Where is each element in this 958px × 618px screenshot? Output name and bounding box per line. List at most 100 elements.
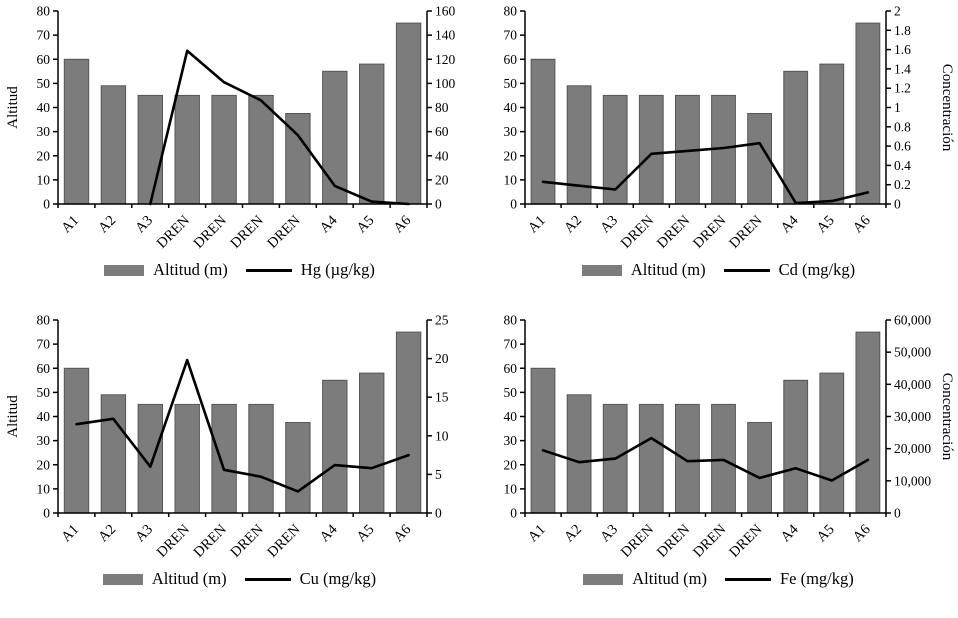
left-tick-label: 30 <box>37 433 51 448</box>
chart-altitud-cd-plot: 0 10 20 30 40 50 60 70 80 0 0.2 0.4 0.6 0.8 1 1.2 1.4 1.6… <box>504 4 956 252</box>
x-category-label: A4 <box>317 521 341 545</box>
legend-fe: Altitud (m) Fe (mg/kg) <box>583 569 854 589</box>
chart-altitud-cd: 0 10 20 30 40 50 60 70 80 0 0.2 0.4 0.6 0.8 1 1.2 1.4 1.6… <box>479 0 958 309</box>
chart-altitud-fe-plot: 0 10 20 30 40 50 60 70 80 0 10,000 20,000 30,000 40,0… <box>504 313 956 561</box>
left-tick-label: 20 <box>37 457 51 472</box>
altitude-bar <box>395 22 422 205</box>
legend-bar-label: Altitud (m) <box>151 569 227 588</box>
right-axis-title: Concentración <box>939 64 955 152</box>
x-category-label: DREN <box>690 521 730 561</box>
x-category-label: DREN <box>264 212 304 252</box>
altitude-bar <box>566 394 592 514</box>
legend-cd: Altitud (m) Cd (mg/kg) <box>581 260 855 280</box>
left-tick-label: 30 <box>504 124 518 139</box>
altitude-bar-swatch <box>104 264 145 276</box>
x-category-label: DREN <box>690 212 730 252</box>
altitude-bar <box>174 403 200 514</box>
x-category-label: A1 <box>525 522 549 546</box>
left-tick-label: 10 <box>504 481 518 496</box>
left-tick-label: 60 <box>37 52 51 67</box>
right-tick-label: 0 <box>435 197 442 212</box>
right-axis-title: Concentración <box>939 373 955 461</box>
altitude-bar <box>819 63 845 205</box>
x-category-label: A6 <box>850 522 874 546</box>
left-tick-label: 20 <box>504 148 518 163</box>
altitude-bar-swatch <box>583 573 624 585</box>
right-tick-label: 5 <box>435 467 442 482</box>
right-tick-label: 1 <box>894 100 901 115</box>
right-tick-label: 100 <box>435 76 456 91</box>
x-category-label: DREN <box>191 212 231 252</box>
x-category-label: A2 <box>95 522 119 546</box>
altitude-bar <box>174 94 200 205</box>
right-tick-label: 25 <box>435 313 449 328</box>
left-tick-label: 60 <box>504 52 518 67</box>
left-tick-label: 60 <box>504 361 518 376</box>
x-category-label: A5 <box>354 213 378 237</box>
x-category-label: A3 <box>132 522 156 546</box>
x-category-label: A1 <box>58 522 82 546</box>
altitude-bar <box>137 403 164 514</box>
altitude-bar <box>530 367 556 514</box>
x-category-label: DREN <box>654 521 694 561</box>
altitude-bar <box>359 63 385 205</box>
left-tick-label: 80 <box>504 4 518 19</box>
x-category-label: A6 <box>391 213 415 237</box>
left-axis-title: Altitud <box>5 86 21 129</box>
cd-line-swatch <box>723 268 770 272</box>
altitude-bar <box>783 379 809 514</box>
right-tick-label: 0.6 <box>894 139 911 154</box>
altitude-bar <box>322 379 348 514</box>
right-tick-label: 15 <box>435 390 449 405</box>
x-category-label: DREN <box>154 212 194 252</box>
altitude-bar <box>137 94 164 205</box>
left-tick-label: 80 <box>504 313 518 328</box>
left-tick-label: 30 <box>504 433 518 448</box>
left-tick-label: 10 <box>504 172 518 187</box>
legend-cu: Altitud (m) Cu (mg/kg) <box>102 569 376 589</box>
right-tick-label: 20,000 <box>894 441 931 456</box>
altitude-bar <box>285 422 311 514</box>
x-category-label: A6 <box>391 522 415 546</box>
right-tick-label: 1.4 <box>894 61 911 76</box>
left-tick-label: 40 <box>37 409 51 424</box>
left-tick-label: 40 <box>504 409 518 424</box>
cu-line-swatch <box>244 577 291 581</box>
left-tick-label: 10 <box>37 172 51 187</box>
right-tick-label: 0 <box>435 506 442 521</box>
x-category-label: A4 <box>317 212 341 236</box>
x-category-label: A3 <box>597 213 621 237</box>
right-tick-label: 1.2 <box>894 81 911 96</box>
left-tick-label: 70 <box>37 337 51 352</box>
left-tick-label: 0 <box>510 506 517 521</box>
chart-altitud-cu: 0 10 20 30 40 50 60 70 80 0 5 10 15 20 25 A1 A2 A3 DREN DRE… <box>0 309 479 618</box>
left-tick-label: 50 <box>504 385 518 400</box>
altitude-bar-swatch <box>102 573 143 585</box>
altitude-bar <box>855 22 881 205</box>
right-tick-label: 160 <box>435 4 456 19</box>
left-tick-label: 60 <box>37 361 51 376</box>
chart-altitud-hg: 0 10 20 30 40 50 60 70 80 0 20 40 60 80 100 120 140 160 A1… <box>0 0 479 309</box>
legend-bar-label: Altitud (m) <box>153 260 228 279</box>
altitude-bar <box>248 403 274 514</box>
x-category-label: A2 <box>561 522 585 546</box>
right-tick-label: 30,000 <box>894 409 931 424</box>
altitude-bar <box>855 331 881 514</box>
altitude-bar <box>322 70 348 205</box>
concentration-line-series <box>75 358 410 493</box>
right-tick-label: 1.8 <box>894 23 911 38</box>
x-category-label: A6 <box>850 213 874 237</box>
x-category-label: A1 <box>58 213 82 237</box>
x-category-label: A2 <box>561 213 585 237</box>
x-category-label: DREN <box>191 521 231 561</box>
left-tick-label: 10 <box>37 481 51 496</box>
right-tick-label: 0.2 <box>894 177 911 192</box>
hg-line-swatch <box>245 268 292 272</box>
x-category-label: A5 <box>354 522 378 546</box>
x-category-label: DREN <box>618 212 658 252</box>
right-tick-label: 10 <box>435 428 449 443</box>
left-tick-label: 50 <box>37 76 51 91</box>
left-tick-label: 40 <box>37 100 51 115</box>
x-category-label: A3 <box>597 522 621 546</box>
